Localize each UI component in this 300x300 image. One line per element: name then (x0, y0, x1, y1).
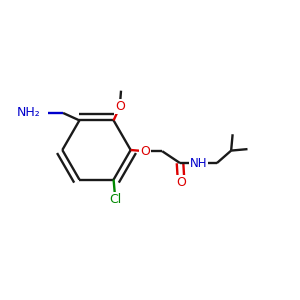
Text: NH: NH (190, 157, 207, 169)
Text: Cl: Cl (109, 193, 121, 206)
Text: O: O (115, 100, 125, 112)
Text: O: O (140, 145, 150, 158)
Text: NH₂: NH₂ (17, 106, 40, 119)
Text: O: O (176, 176, 186, 189)
